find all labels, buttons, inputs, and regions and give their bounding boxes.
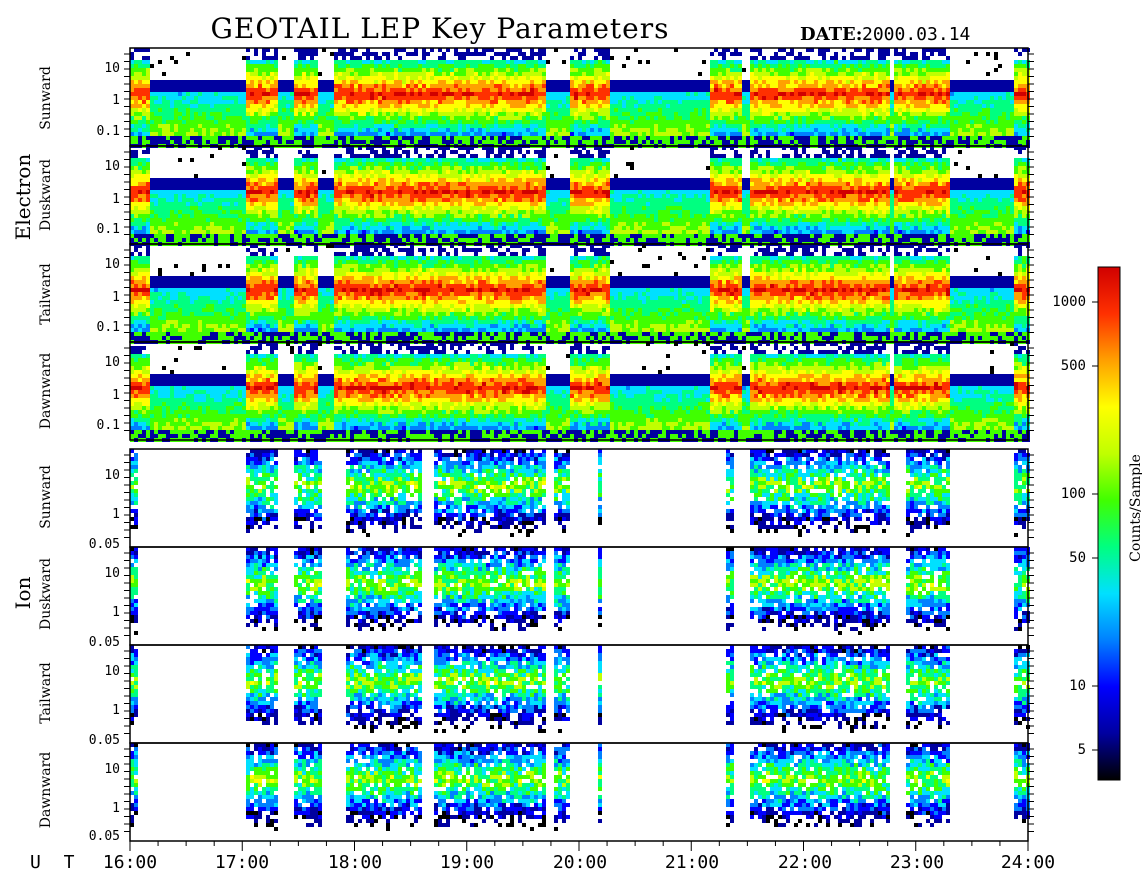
- panel-label-electron-duskward: Duskward: [38, 159, 54, 231]
- ytick-e2-10: 10: [104, 159, 120, 174]
- ytick-i3-0.05: 0.05: [89, 733, 120, 748]
- panel-label-ion-dawnward: Dawnward: [38, 752, 54, 829]
- cbtick-100: 100: [1061, 486, 1086, 502]
- panel-label-electron-sunward: Sunward: [38, 66, 54, 130]
- xtick-1900: 19:00: [440, 852, 494, 873]
- ytick-e4-10: 10: [104, 355, 120, 370]
- ytick-i3-10: 10: [104, 664, 120, 679]
- ytick-e1-10: 10: [104, 61, 120, 76]
- ytick-e3-0.1: 0.1: [97, 320, 120, 335]
- panel-frame: [129, 341, 1029, 441]
- xtick-2100: 21:00: [665, 852, 719, 873]
- xtick-2000: 20:00: [553, 852, 607, 873]
- cbtick-10: 10: [1069, 678, 1086, 694]
- ytick-i4-10: 10: [104, 762, 120, 777]
- panel-electron-sunward: [124, 47, 1034, 148]
- group-label-electron: Electron: [11, 154, 35, 241]
- ytick-i2-0.05: 0.05: [89, 635, 120, 650]
- ytick-i1-0.05: 0.05: [89, 537, 120, 552]
- x-axis-ticks: [129, 841, 1029, 851]
- panel-electron-duskward: [124, 145, 1034, 246]
- ytick-i4-1: 1: [112, 801, 120, 816]
- panel-label-ion-tailward: Tailward: [38, 662, 54, 724]
- ytick-i2-1: 1: [112, 605, 120, 620]
- cbtick-500: 500: [1061, 358, 1086, 374]
- ytick-e4-0.1: 0.1: [97, 418, 120, 433]
- x-axis-label: U T: [30, 852, 81, 873]
- panel-ion-sunward: [124, 448, 1034, 548]
- ytick-i4-0.05: 0.05: [89, 829, 120, 844]
- xtick-2200: 22:00: [778, 852, 832, 873]
- panel-ion-duskward: [124, 546, 1034, 646]
- ytick-e2-1: 1: [112, 192, 120, 207]
- date-value: 2000.03.14: [862, 24, 970, 45]
- ytick-e1-1: 1: [112, 93, 120, 108]
- xtick-1600: 16:00: [103, 852, 157, 873]
- panel-ion-tailward: [124, 644, 1034, 744]
- ytick-e4-1: 1: [112, 388, 120, 403]
- panel-label-electron-tailward: Tailward: [38, 263, 54, 325]
- panel-label-electron-dawnward: Dawnward: [38, 353, 54, 430]
- ytick-i3-1: 1: [112, 703, 120, 718]
- spectrogram-panels: [124, 47, 1034, 851]
- cbtick-1000: 1000: [1052, 294, 1086, 310]
- ytick-e2-0.1: 0.1: [97, 222, 120, 237]
- panel-label-ion-duskward: Duskward: [38, 558, 54, 630]
- colorbar-label: Counts/Sample: [1128, 454, 1142, 562]
- panel-ion-dawnward: [124, 742, 1034, 842]
- chart-title: GEOTAIL LEP Key Parameters: [211, 12, 670, 45]
- ytick-i1-10: 10: [104, 468, 120, 483]
- xtick-1800: 18:00: [328, 852, 382, 873]
- ytick-i2-10: 10: [104, 566, 120, 581]
- panel-electron-dawnward: [124, 341, 1034, 442]
- xtick-1700: 17:00: [215, 852, 269, 873]
- cbtick-5: 5: [1078, 742, 1086, 758]
- ytick-e3-10: 10: [104, 257, 120, 272]
- ytick-i1-1: 1: [112, 507, 120, 522]
- colorbar: [1097, 266, 1121, 781]
- xtick-2400: 24:00: [1001, 852, 1055, 873]
- group-label-ion: Ion: [11, 576, 35, 609]
- ytick-e1-0.1: 0.1: [97, 124, 120, 139]
- ytick-e3-1: 1: [112, 290, 120, 305]
- xtick-2300: 23:00: [890, 852, 944, 873]
- date-label: DATE:: [800, 24, 862, 45]
- panel-label-ion-sunward: Sunward: [38, 465, 54, 529]
- panel-electron-tailward: [124, 243, 1034, 344]
- cbtick-50: 50: [1069, 550, 1086, 566]
